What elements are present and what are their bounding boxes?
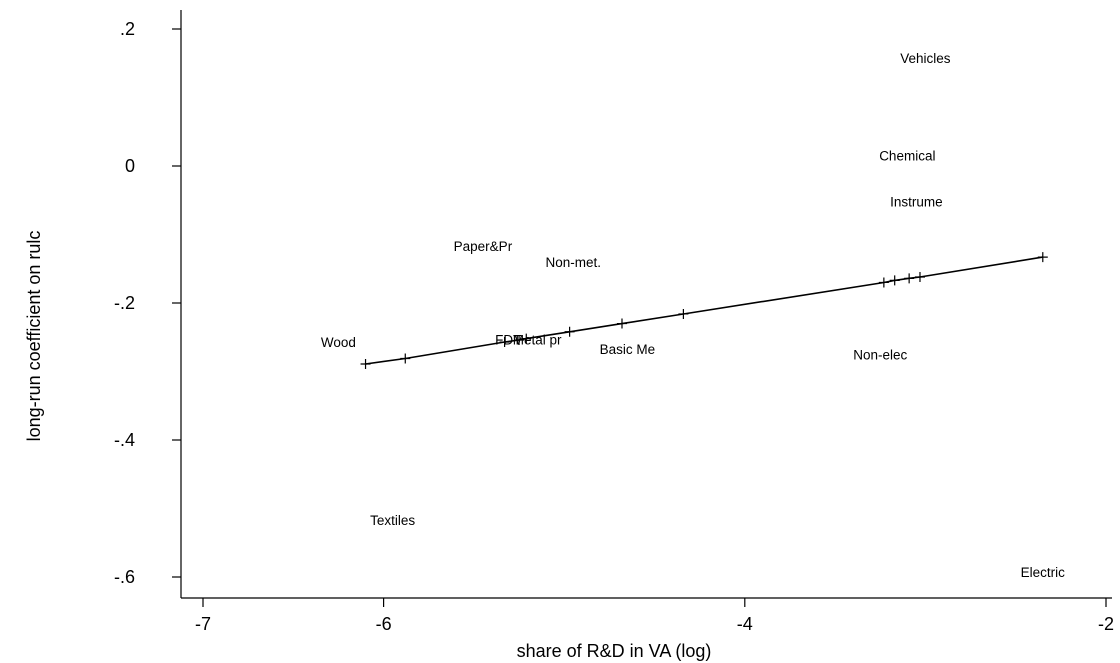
x-tick-label: -4 [737, 614, 753, 634]
fitted-point-marker [514, 334, 525, 345]
fitted-point-marker [904, 273, 915, 284]
data-point-label: Paper&Pr [454, 239, 513, 254]
data-point-label: Vehicles [900, 51, 951, 66]
data-point-label: FDT [495, 332, 521, 347]
fitted-point-marker [616, 318, 627, 329]
fitted-point-marker [1037, 252, 1048, 263]
data-point-label: Non-elec [853, 347, 907, 362]
x-tick-label: -7 [195, 614, 211, 634]
fitted-point-marker [878, 277, 889, 288]
fitted-line [365, 256, 1043, 365]
data-point-label: Wood [321, 335, 356, 350]
x-tick-label: -6 [376, 614, 392, 634]
fitted-point-marker [889, 275, 900, 286]
data-point-label: Instrume [890, 195, 943, 210]
x-axis-title: share of R&D in VA (log) [517, 641, 712, 661]
x-tick-label: -2 [1098, 614, 1114, 634]
fitted-point-marker [521, 333, 532, 344]
x-axis-ticks: -7 -6 -4 -2 [195, 598, 1114, 634]
fitted-point-marker [564, 326, 575, 337]
fitted-line-group [360, 252, 1048, 369]
axes [180, 10, 1112, 599]
data-point-label: Chemical [879, 149, 935, 164]
data-point-label: Non-met. [545, 255, 601, 270]
fitted-point-marker [360, 358, 371, 369]
point-labels: Vehicles Chemical Instrume Paper&Pr Non-met.… [321, 51, 1065, 580]
y-tick-label: .2 [120, 19, 135, 39]
data-point-label: Basic Me [600, 342, 656, 357]
fitted-point-marker [400, 353, 411, 364]
y-tick-label: 0 [125, 156, 135, 176]
fitted-point-marker [678, 308, 689, 319]
y-axis-title: long-run coefficient on rulc [24, 231, 44, 442]
fitted-point-marker [499, 337, 510, 348]
y-axis-ticks: -.6 -.4 -.2 0 .2 [114, 19, 181, 587]
data-point-label: Metal pr [513, 332, 562, 347]
y-tick-label: -.4 [114, 430, 135, 450]
data-point-label: Textiles [370, 513, 415, 528]
y-tick-label: -.2 [114, 293, 135, 313]
fitted-point-marker [914, 271, 925, 282]
y-tick-label: -.6 [114, 567, 135, 587]
data-point-label: Electric [1021, 565, 1066, 580]
